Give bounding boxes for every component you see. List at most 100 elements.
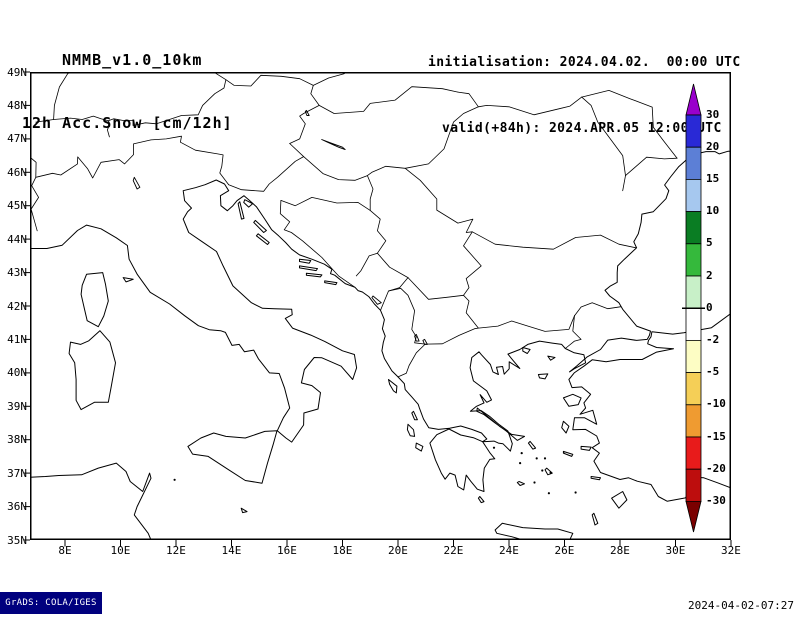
lon-tick-label: 16E — [267, 544, 307, 557]
colorbar-segment — [686, 212, 701, 244]
lat-tick-label: 49N — [0, 66, 27, 79]
colorbar-segment — [686, 340, 701, 372]
grads-credit-badge: GrADS: COLA/IGES — [0, 592, 102, 614]
colorbar-segment — [686, 373, 701, 405]
small-island-dot — [575, 491, 577, 493]
lat-tick-label: 44N — [0, 233, 27, 246]
colorbar-label: 0 — [706, 301, 713, 314]
country-border — [36, 72, 226, 126]
lon-tick-label: 10E — [100, 544, 140, 557]
lat-tick-label: 48N — [0, 99, 27, 112]
island-outline — [300, 259, 311, 263]
country-border — [31, 136, 229, 231]
init-time-label: initialisation: 2024.04.02. 00:00 UTC — [428, 52, 741, 74]
lat-tick-label: 40N — [0, 366, 27, 379]
small-island-dot — [174, 479, 176, 481]
island-outline — [562, 421, 569, 433]
island-outline — [563, 451, 572, 456]
country-border — [226, 72, 347, 86]
coastline — [30, 151, 731, 491]
country-border — [54, 72, 72, 120]
small-island-dot — [541, 469, 543, 471]
island-outline — [254, 220, 267, 232]
island-outline — [412, 411, 418, 419]
lat-tick-label: 36N — [0, 500, 27, 513]
lat-tick-label: 37N — [0, 467, 27, 480]
colorbar-segment — [686, 147, 701, 179]
country-border — [389, 288, 426, 377]
island-outline — [69, 331, 115, 410]
colorbar-segment — [686, 437, 701, 469]
small-island-dot — [521, 452, 523, 454]
island-outline — [407, 424, 414, 436]
country-border — [377, 253, 408, 277]
colorbar-label: 2 — [706, 269, 713, 282]
colorbar-label: 5 — [706, 236, 713, 249]
country-border — [582, 97, 626, 191]
colorbar-segment — [686, 469, 701, 501]
lon-tick-label: 30E — [655, 544, 695, 557]
lat-tick-label: 42N — [0, 300, 27, 313]
island-outline — [306, 273, 322, 277]
small-island-dot — [536, 457, 538, 459]
colorbar-label: -2 — [706, 333, 719, 346]
small-island-dot — [533, 481, 535, 483]
island-outline — [241, 508, 247, 512]
lon-tick-label: 32E — [711, 544, 751, 557]
country-border — [575, 303, 622, 316]
map-frame — [31, 73, 731, 540]
lon-tick-label: 8E — [45, 544, 85, 557]
country-border — [626, 157, 678, 175]
colorbar-arrow-bottom — [686, 501, 701, 532]
colorbar-label: -30 — [706, 494, 726, 507]
colorbar-label: -10 — [706, 397, 726, 410]
island-outline — [592, 513, 598, 525]
lat-tick-label: 43N — [0, 266, 27, 279]
country-border — [425, 328, 478, 344]
colorbar-segment — [686, 244, 701, 276]
lat-tick-label: 47N — [0, 132, 27, 145]
coastline — [30, 463, 151, 540]
island-outline — [528, 441, 535, 449]
country-border — [565, 316, 581, 349]
country-border — [405, 168, 636, 249]
country-border — [582, 90, 677, 158]
island-outline — [563, 394, 581, 406]
island-outline — [300, 266, 318, 271]
country-border — [458, 92, 582, 115]
lat-tick-label: 35N — [0, 534, 27, 547]
lon-tick-label: 26E — [544, 544, 584, 557]
country-border — [107, 121, 110, 137]
country-border — [478, 316, 574, 332]
colorbar-segment — [686, 179, 701, 211]
lat-tick-label: 39N — [0, 400, 27, 413]
island-outline — [389, 380, 397, 393]
colorbar-segment — [686, 115, 701, 147]
colorbar-label: -5 — [706, 365, 719, 378]
country-border — [290, 85, 320, 143]
country-border — [464, 232, 482, 295]
small-island-dot — [548, 492, 550, 494]
small-island-dot — [493, 447, 495, 449]
colorbar-label: 15 — [706, 172, 719, 185]
island-outline — [612, 492, 627, 509]
island-outline — [591, 477, 600, 480]
island-outline — [81, 273, 108, 327]
country-border — [281, 197, 370, 210]
country-border — [367, 176, 373, 211]
colorbar-arrow-top — [686, 84, 701, 115]
lake-outline — [322, 140, 346, 150]
geography-layer — [30, 72, 731, 542]
island-outline — [538, 374, 547, 379]
lake-outline — [133, 177, 140, 189]
map-svg — [30, 72, 731, 540]
colorbar-segment — [686, 276, 701, 308]
country-border — [381, 278, 409, 311]
island-outline — [545, 468, 552, 475]
island-outline — [188, 431, 277, 484]
small-island-dot — [544, 457, 546, 459]
country-border — [319, 87, 458, 114]
country-border — [290, 107, 479, 181]
island-outline — [548, 356, 555, 360]
colorbar-label: 30 — [706, 108, 719, 121]
